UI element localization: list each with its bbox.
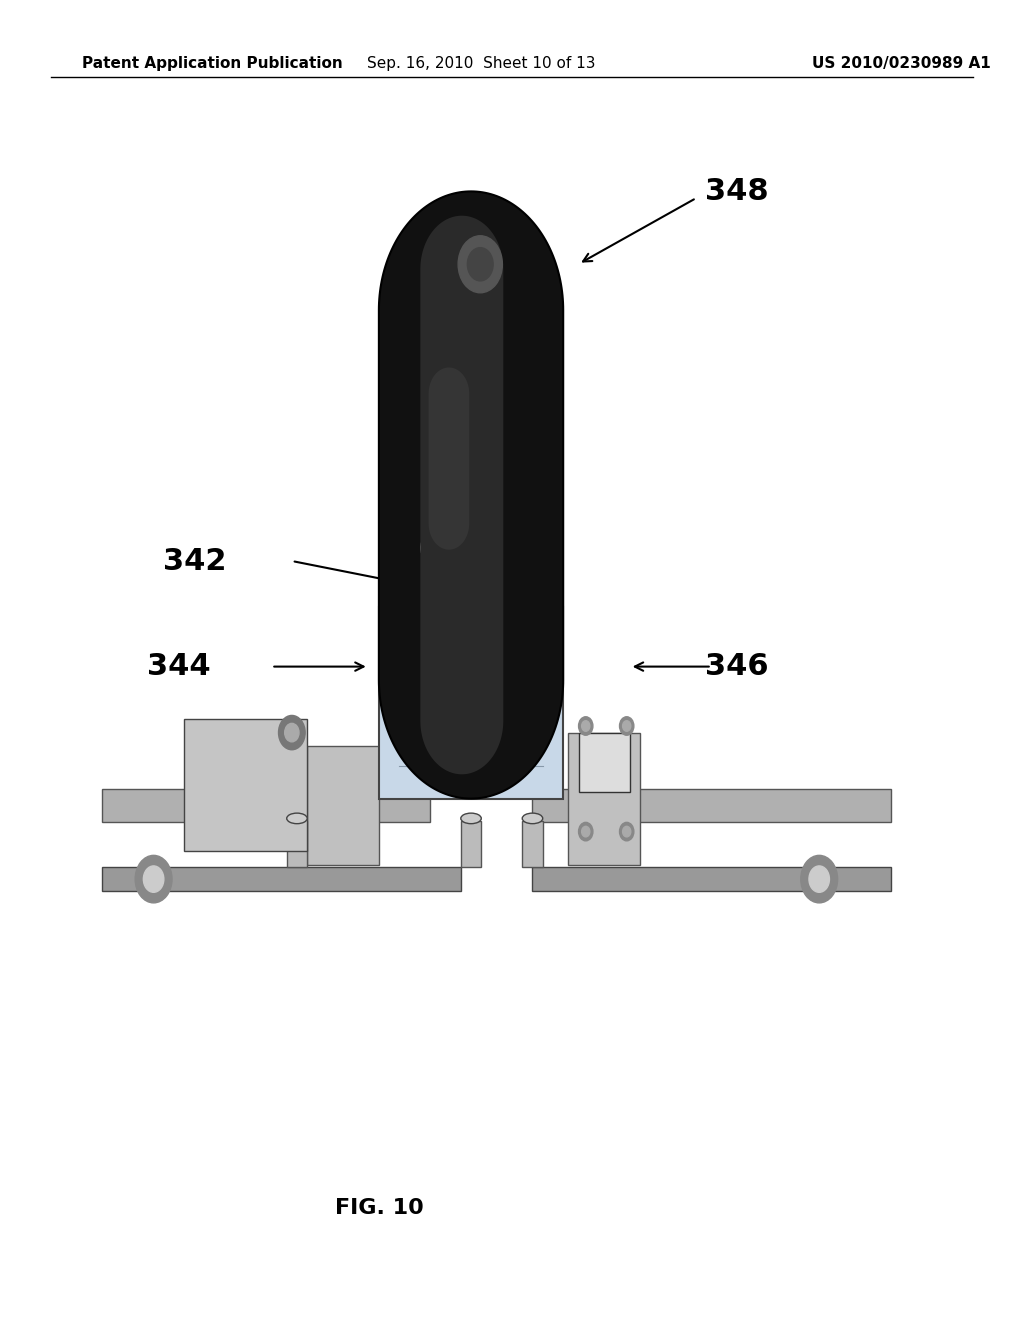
FancyBboxPatch shape: [307, 746, 379, 865]
Circle shape: [285, 723, 299, 742]
Ellipse shape: [287, 813, 307, 824]
Text: 342: 342: [163, 546, 226, 576]
Text: FIG. 10: FIG. 10: [335, 1197, 423, 1218]
Text: 348: 348: [706, 177, 769, 206]
Circle shape: [421, 532, 445, 564]
Text: 346: 346: [706, 652, 769, 681]
Polygon shape: [421, 215, 504, 775]
Text: Sep. 16, 2010  Sheet 10 of 13: Sep. 16, 2010 Sheet 10 of 13: [367, 55, 596, 71]
Circle shape: [620, 822, 634, 841]
Circle shape: [458, 236, 503, 293]
Circle shape: [620, 717, 634, 735]
FancyBboxPatch shape: [568, 733, 640, 865]
Circle shape: [582, 721, 590, 731]
FancyBboxPatch shape: [420, 554, 445, 607]
FancyBboxPatch shape: [379, 607, 563, 799]
Circle shape: [279, 715, 305, 750]
FancyBboxPatch shape: [522, 821, 543, 867]
FancyBboxPatch shape: [579, 733, 630, 792]
Circle shape: [623, 826, 631, 837]
Text: US 2010/0230989 A1: US 2010/0230989 A1: [812, 55, 990, 71]
Text: 344: 344: [147, 652, 211, 681]
Circle shape: [579, 717, 593, 735]
Circle shape: [623, 721, 631, 731]
Circle shape: [801, 855, 838, 903]
Ellipse shape: [522, 813, 543, 824]
Circle shape: [467, 248, 494, 281]
Text: Patent Application Publication: Patent Application Publication: [82, 55, 343, 71]
FancyBboxPatch shape: [102, 788, 430, 821]
Circle shape: [135, 855, 172, 903]
FancyBboxPatch shape: [532, 867, 891, 891]
Ellipse shape: [461, 813, 481, 824]
Circle shape: [143, 866, 164, 892]
FancyBboxPatch shape: [184, 719, 307, 851]
FancyBboxPatch shape: [461, 821, 481, 867]
Circle shape: [582, 826, 590, 837]
FancyBboxPatch shape: [287, 821, 307, 867]
Polygon shape: [429, 367, 469, 549]
FancyBboxPatch shape: [532, 788, 891, 821]
FancyBboxPatch shape: [453, 614, 489, 792]
Polygon shape: [379, 191, 563, 799]
Circle shape: [579, 822, 593, 841]
Circle shape: [809, 866, 829, 892]
FancyBboxPatch shape: [102, 867, 461, 891]
